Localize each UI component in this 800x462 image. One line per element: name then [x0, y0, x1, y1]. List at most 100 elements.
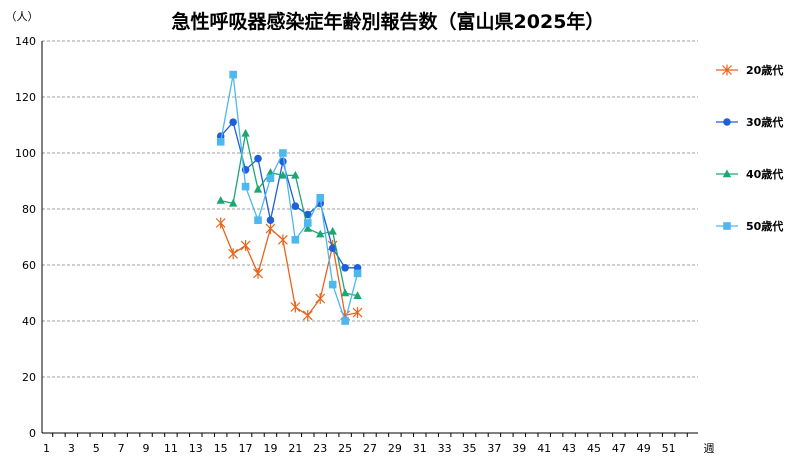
series-40歳代	[216, 128, 362, 299]
legend-item: 40歳代	[716, 167, 783, 181]
x-tick-label: 45	[587, 442, 601, 455]
data-point	[291, 236, 300, 244]
data-point	[341, 264, 349, 272]
legend-marker	[723, 118, 731, 126]
data-point	[254, 216, 262, 224]
data-point	[216, 138, 225, 146]
series-line	[220, 120, 358, 269]
data-point	[352, 307, 363, 319]
x-tick-label: 51	[662, 442, 676, 455]
series-group	[215, 70, 363, 325]
x-tick-label: 9	[143, 442, 150, 455]
data-point	[265, 223, 276, 235]
x-tick-label: 43	[562, 442, 576, 455]
series-line	[220, 74, 359, 324]
x-tick-label: 11	[164, 442, 178, 455]
grid-lines	[42, 40, 698, 378]
x-tick-label: 21	[288, 442, 302, 455]
data-point	[328, 226, 337, 235]
data-point	[266, 174, 275, 182]
data-point	[328, 280, 337, 289]
data-point	[277, 234, 288, 246]
x-tick-label: 15	[214, 442, 228, 455]
data-point	[291, 202, 300, 210]
legend-marker	[722, 169, 732, 178]
data-point	[316, 229, 325, 238]
data-point	[266, 216, 275, 224]
x-tick-label: 31	[413, 442, 427, 455]
data-point	[254, 154, 262, 163]
x-tick-label: 27	[363, 442, 377, 455]
data-point	[328, 244, 337, 252]
data-point	[340, 288, 350, 297]
y-tick-label: 0	[29, 427, 36, 440]
x-tick-label: 5	[93, 442, 100, 455]
x-tick-label: 23	[313, 442, 327, 455]
x-tick-label: 13	[189, 442, 203, 455]
x-axis-unit: 週	[704, 442, 715, 455]
data-point	[278, 170, 288, 179]
data-point	[290, 301, 301, 313]
data-point	[316, 194, 325, 202]
y-tick-label: 120	[15, 91, 36, 104]
x-tick-label: 33	[438, 442, 452, 455]
series-50歳代	[216, 70, 362, 325]
x-tick-label: 49	[637, 442, 651, 455]
y-tick-label: 100	[15, 147, 36, 160]
data-point	[240, 239, 251, 251]
legend-label: 20歳代	[746, 63, 783, 77]
x-tick-label: 17	[239, 442, 253, 455]
legend: 20歳代 30歳代 40歳代 50歳代	[716, 63, 783, 233]
series-line	[220, 133, 358, 297]
x-tick-label: 39	[512, 442, 526, 455]
y-axis-unit: （人）	[6, 10, 39, 23]
legend-marker	[722, 64, 732, 76]
data-point	[303, 224, 312, 232]
legend-label: 30歳代	[746, 115, 783, 129]
legend-item: 20歳代	[716, 63, 783, 77]
chart-title: 急性呼吸器感染症年齢別報告数（富山県2025年）	[172, 10, 605, 33]
x-tick-label: 7	[118, 442, 125, 455]
x-tick-label: 19	[263, 442, 277, 455]
x-tick-label: 41	[537, 442, 551, 455]
data-point	[303, 210, 312, 219]
data-point	[315, 293, 326, 305]
data-point	[253, 184, 263, 193]
data-point	[229, 118, 237, 126]
x-tick-label: 1	[43, 442, 50, 455]
data-point	[241, 128, 250, 137]
data-point	[216, 196, 225, 204]
data-point	[241, 182, 250, 191]
legend-marker	[723, 222, 731, 230]
data-point	[253, 267, 263, 279]
y-tick-label: 80	[22, 203, 36, 216]
x-tick-label: 29	[388, 442, 402, 455]
series-line	[220, 222, 358, 317]
data-point	[228, 198, 238, 207]
data-point	[341, 317, 349, 325]
y-tick-label: 60	[22, 259, 36, 272]
legend-label: 50歳代	[746, 219, 783, 233]
data-point	[353, 291, 362, 299]
x-tick-label: 37	[487, 442, 501, 455]
y-tick-label: 140	[15, 35, 36, 48]
legend-item: 30歳代	[716, 115, 783, 129]
x-tick-label: 3	[68, 442, 75, 455]
data-point	[303, 219, 312, 227]
x-tick-label: 25	[338, 442, 352, 455]
data-point	[353, 269, 362, 278]
data-point	[215, 217, 226, 229]
legend-item: 50歳代	[716, 219, 783, 233]
data-point	[229, 70, 237, 79]
x-tick-label: 47	[612, 442, 626, 455]
data-point	[228, 248, 239, 260]
y-tick-label: 40	[22, 315, 36, 328]
data-point	[302, 309, 313, 321]
x-tick-label: 35	[463, 442, 477, 455]
legend-label: 40歳代	[746, 167, 783, 181]
data-point	[291, 170, 300, 179]
data-point	[279, 149, 287, 157]
y-tick-label: 20	[22, 371, 36, 384]
